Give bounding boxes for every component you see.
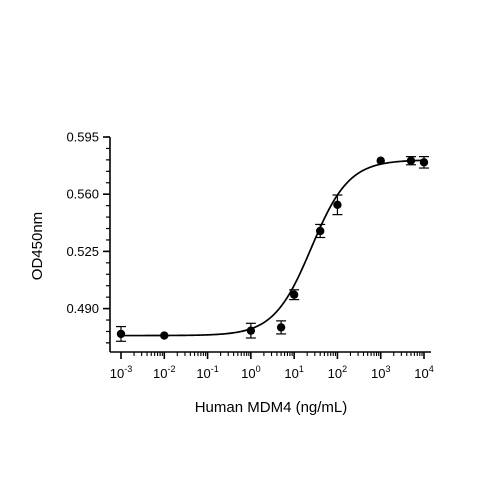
- error-bars-layer: [116, 156, 429, 342]
- x-tick-label: 10-2: [153, 364, 175, 381]
- y-tick-label: 0.595: [66, 130, 99, 145]
- x-axis-title: Human MDM4 (ng/mL): [195, 399, 348, 416]
- data-point: [376, 156, 385, 165]
- fit-curve-layer: [121, 159, 425, 337]
- x-tick-label: 101: [284, 364, 303, 381]
- x-tick-label: 10-3: [110, 364, 132, 381]
- data-point: [289, 290, 299, 299]
- data-point: [276, 323, 286, 332]
- points-layer: [116, 156, 429, 340]
- data-point: [116, 329, 126, 339]
- data-point: [246, 326, 256, 335]
- y-axis: 0.490 0.525 0.560 0.595: [66, 130, 111, 352]
- data-point: [316, 226, 325, 236]
- data-point: [160, 331, 169, 340]
- y-tick-label: 0.490: [66, 301, 99, 316]
- x-axis: 10-3 10-2 10-1 100 101 102 103 104: [110, 351, 434, 381]
- y-tick-label: 0.560: [66, 187, 99, 202]
- x-tick-label: 10-1: [196, 364, 218, 381]
- fit-curve: [121, 159, 425, 337]
- x-tick-label: 104: [414, 364, 433, 381]
- data-point: [406, 156, 416, 165]
- x-tick-label: 102: [328, 364, 347, 381]
- data-point: [419, 158, 429, 167]
- y-tick-label: 0.525: [66, 244, 99, 259]
- x-tick-label: 103: [371, 364, 390, 381]
- data-point: [333, 200, 342, 210]
- x-tick-label: 100: [241, 364, 260, 381]
- y-axis-title: OD450nm: [29, 212, 46, 280]
